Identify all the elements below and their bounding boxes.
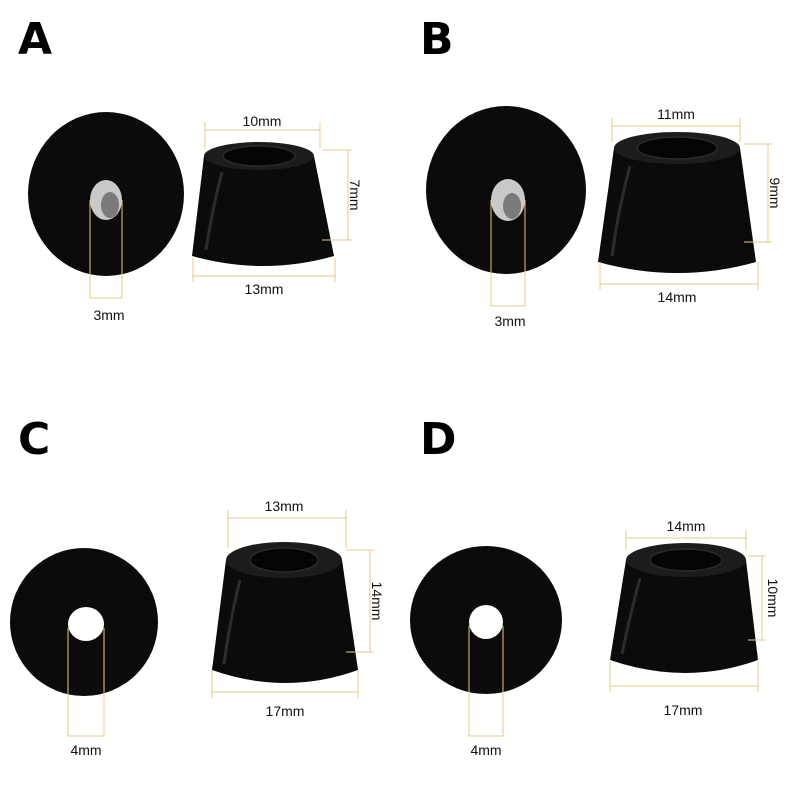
hole-dimension-label: 3mm [93,307,124,323]
rubber-foot-illustration: 4mm 14mm 10mm 17mm [410,518,781,758]
rubber-foot-side-view [192,156,334,266]
hole-dimension-label: 4mm [470,742,501,758]
bottom-diameter-label: 14mm [658,289,697,305]
top-diameter-label: 14mm [667,518,706,534]
rubber-foot-side-view [598,148,756,273]
panel-label: B [420,14,454,65]
rubber-foot-side-view [610,560,758,673]
panel-a: A 3mm 10mm 7mm 13mm [0,0,400,400]
top-diameter-label: 11mm [657,106,695,122]
height-label: 14mm [369,582,385,621]
rubber-foot-illustration: 4mm 13mm 14mm 17mm [10,498,385,758]
panel-label: A [18,14,53,65]
center-hole [469,605,503,639]
rubber-foot-illustration: 3mm 10mm 7mm 13mm [28,112,363,323]
bottom-diameter-label: 17mm [266,703,305,719]
panel-label: D [420,414,457,465]
bottom-diameter-label: 17mm [664,702,703,718]
panel-c: C 4mm 13mm 14mm 17mm [0,400,400,800]
center-hole [68,607,104,641]
hole-dimension-label: 3mm [494,313,525,329]
height-label: 7mm [347,179,363,210]
rubber-foot-illustration: 3mm 11mm 9mm 14mm [426,106,783,329]
height-label: 10mm [765,579,781,618]
top-diameter-label: 10mm [243,113,282,129]
bottom-diameter-label: 13mm [245,281,284,297]
rubber-foot-side-view [212,560,358,683]
panel-b: B 3mm 11mm 9mm 14mm [400,0,800,400]
hole-dimension-label: 4mm [70,742,101,758]
top-diameter-label: 13mm [265,498,304,514]
height-label: 9mm [767,177,783,208]
panel-label: C [18,414,51,465]
panel-d: D 4mm 14mm 10mm 17mm [400,400,800,800]
